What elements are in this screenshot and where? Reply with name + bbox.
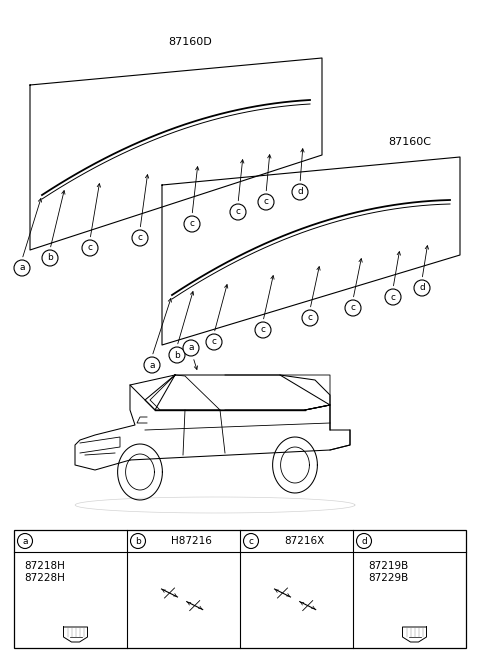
Circle shape bbox=[144, 357, 160, 373]
Text: a: a bbox=[19, 264, 25, 272]
Text: c: c bbox=[350, 304, 356, 312]
Circle shape bbox=[206, 334, 222, 350]
Text: c: c bbox=[391, 293, 396, 302]
Circle shape bbox=[292, 184, 308, 200]
Text: 87219B: 87219B bbox=[368, 561, 408, 571]
Circle shape bbox=[345, 300, 361, 316]
Circle shape bbox=[42, 250, 58, 266]
Bar bbox=[14, 530, 466, 648]
Circle shape bbox=[258, 194, 274, 210]
Text: a: a bbox=[149, 361, 155, 369]
Text: d: d bbox=[419, 283, 425, 293]
Circle shape bbox=[183, 340, 199, 356]
Text: c: c bbox=[87, 243, 93, 253]
Circle shape bbox=[169, 347, 185, 363]
Text: 87228H: 87228H bbox=[24, 573, 65, 583]
Circle shape bbox=[414, 280, 430, 296]
Text: c: c bbox=[236, 207, 240, 216]
Text: 87218H: 87218H bbox=[24, 561, 65, 571]
Circle shape bbox=[184, 216, 200, 232]
Text: c: c bbox=[249, 537, 253, 546]
Circle shape bbox=[255, 322, 271, 338]
Text: c: c bbox=[264, 197, 268, 207]
Text: 87160C: 87160C bbox=[388, 137, 432, 147]
Circle shape bbox=[82, 240, 98, 256]
Circle shape bbox=[243, 533, 259, 548]
Text: a: a bbox=[188, 344, 194, 352]
Circle shape bbox=[132, 230, 148, 246]
Text: d: d bbox=[361, 537, 367, 546]
Circle shape bbox=[14, 260, 30, 276]
Text: c: c bbox=[190, 220, 194, 228]
Circle shape bbox=[17, 533, 33, 548]
Circle shape bbox=[357, 533, 372, 548]
Circle shape bbox=[230, 204, 246, 220]
Text: a: a bbox=[22, 537, 28, 546]
Text: b: b bbox=[47, 253, 53, 262]
Text: c: c bbox=[212, 337, 216, 346]
Circle shape bbox=[131, 533, 145, 548]
Text: 87229B: 87229B bbox=[368, 573, 408, 583]
Text: 87216X: 87216X bbox=[284, 536, 324, 546]
Text: b: b bbox=[174, 350, 180, 359]
Text: c: c bbox=[308, 314, 312, 323]
Text: 87160D: 87160D bbox=[168, 37, 212, 47]
Text: b: b bbox=[135, 537, 141, 546]
Text: c: c bbox=[261, 325, 265, 335]
Text: c: c bbox=[137, 234, 143, 243]
Circle shape bbox=[385, 289, 401, 305]
Text: d: d bbox=[297, 188, 303, 197]
Text: H87216: H87216 bbox=[171, 536, 212, 546]
Circle shape bbox=[302, 310, 318, 326]
